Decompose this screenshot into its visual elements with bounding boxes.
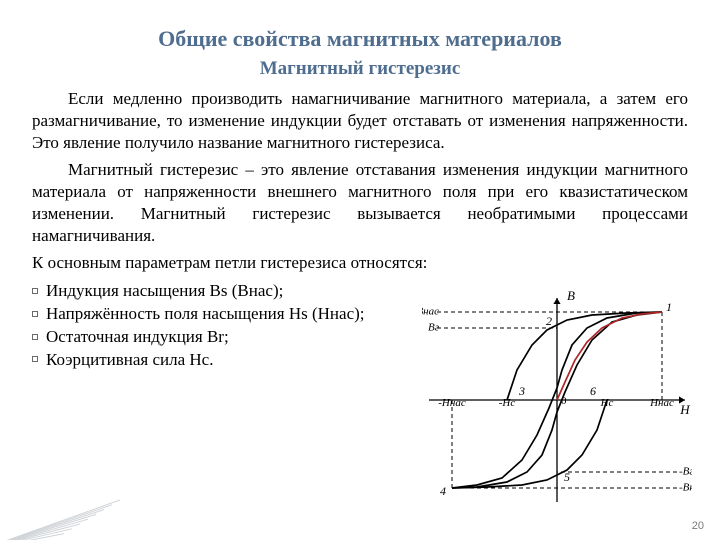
svg-text:Hнас: Hнас	[649, 397, 674, 409]
svg-text:Bг: Bг	[428, 322, 440, 334]
svg-text:Hc: Hc	[600, 397, 614, 409]
title-sub: Магнитный гистерезис	[32, 58, 688, 80]
svg-text:6: 6	[590, 384, 596, 398]
corner-decoration-svg	[0, 480, 120, 540]
svg-text:-Hc: -Hc	[499, 397, 516, 409]
paragraph-1: Если медленно производить намагничивание…	[32, 88, 688, 153]
slide: Общие свойства магнитных материалов Магн…	[0, 0, 720, 540]
svg-text:H: H	[679, 402, 690, 417]
corner-decoration	[0, 480, 120, 540]
svg-text:3: 3	[518, 384, 525, 398]
svg-text:B: B	[567, 290, 575, 303]
svg-text:0: 0	[561, 395, 567, 407]
hysteresis-figure: 0 H B Bнас Bг -Bг -Bнас -Hнас Hнас -Hc Hc 1 2 3 4 5 6	[422, 290, 692, 510]
svg-text:4: 4	[440, 484, 446, 498]
svg-text:-Hнас: -Hнас	[438, 397, 466, 409]
svg-text:Bнас: Bнас	[422, 306, 439, 318]
lead-line: К основным параметрам петли гистерезиса …	[32, 252, 688, 274]
svg-text:-Bг: -Bг	[679, 466, 692, 478]
hysteresis-svg: 0 H B Bнас Bг -Bг -Bнас -Hнас Hнас -Hc Hc 1 2 3 4 5 6	[422, 290, 692, 510]
page-number: 20	[692, 520, 704, 532]
svg-text:-Bнас: -Bнас	[679, 482, 692, 494]
paragraph-2: Магнитный гистерезис – это явление отста…	[32, 159, 688, 246]
svg-text:2: 2	[546, 314, 552, 328]
svg-text:5: 5	[564, 470, 570, 484]
title-main: Общие свойства магнитных материалов	[32, 26, 688, 52]
svg-text:1: 1	[666, 300, 672, 314]
